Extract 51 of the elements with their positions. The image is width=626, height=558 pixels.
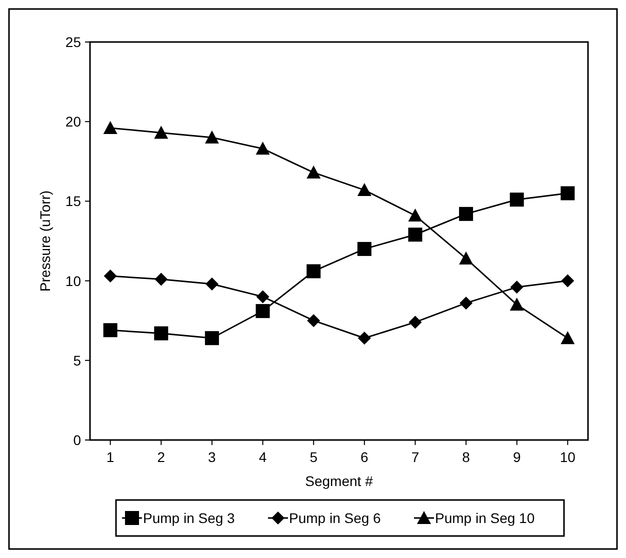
point <box>306 166 321 179</box>
point <box>357 183 372 196</box>
point <box>154 126 168 139</box>
point <box>408 316 422 329</box>
legend-label: Pump in Seg 6 <box>289 510 382 526</box>
point <box>460 296 473 310</box>
point <box>307 314 320 328</box>
legend-label: Pump in Seg 10 <box>435 510 535 526</box>
point <box>256 304 270 318</box>
point <box>459 252 474 265</box>
point <box>560 186 575 200</box>
x-tick-label: 5 <box>310 449 318 465</box>
point <box>408 208 422 222</box>
y-tick-label: 0 <box>73 432 82 448</box>
x-tick-label: 8 <box>462 449 470 465</box>
legend-label: Pump in Seg 3 <box>143 510 236 526</box>
x-tick-label: 3 <box>208 449 216 465</box>
point <box>204 331 219 346</box>
point <box>154 272 168 286</box>
x-axis-title: Segment # <box>305 473 374 489</box>
y-axis-title: Pressure (uTorr) <box>37 190 53 292</box>
y-tick-label: 25 <box>65 34 82 50</box>
x-tick-label: 6 <box>360 449 369 465</box>
point <box>510 192 524 207</box>
x-tick-label: 7 <box>411 449 420 465</box>
point <box>408 228 422 242</box>
point <box>357 242 372 256</box>
point <box>306 264 321 278</box>
point <box>154 326 168 340</box>
x-tick-label: 9 <box>512 449 521 465</box>
point <box>103 323 118 338</box>
point <box>358 332 371 345</box>
point <box>459 206 474 221</box>
point <box>510 280 524 294</box>
point <box>104 270 117 283</box>
y-tick-label: 20 <box>65 114 82 130</box>
x-tick-label: 4 <box>258 449 267 465</box>
point <box>560 331 575 344</box>
x-tick-label: 2 <box>157 449 166 465</box>
point <box>205 277 218 290</box>
y-tick-label: 5 <box>73 352 82 368</box>
point <box>561 274 574 288</box>
point <box>510 298 524 311</box>
point <box>256 290 270 304</box>
point <box>204 130 219 144</box>
x-tick-label: 10 <box>560 449 576 465</box>
x-tick-label: 1 <box>106 449 114 465</box>
point <box>256 142 270 155</box>
point <box>103 120 118 134</box>
y-tick-label: 10 <box>65 272 82 289</box>
y-tick-label: 15 <box>65 193 82 210</box>
